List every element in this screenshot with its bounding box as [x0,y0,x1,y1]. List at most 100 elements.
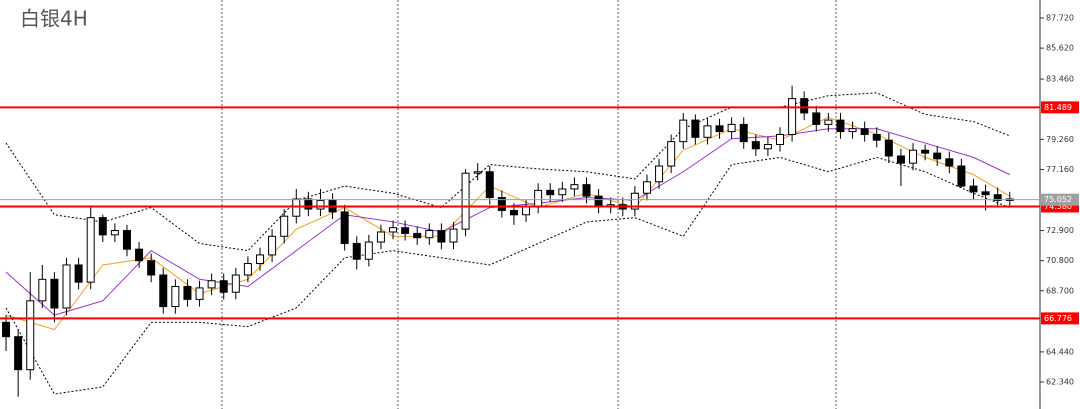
candle-body [497,197,506,211]
candle-body [848,128,857,133]
candle-body [256,254,264,265]
candle-body [812,112,821,125]
candle-body [896,155,905,164]
candle-body [183,285,192,300]
level-label-box [1041,101,1079,114]
candle-body [993,194,1002,201]
y-tick-label: 85.620 [1046,44,1074,53]
candle-body [485,171,494,199]
level-label: 81.489 [1044,103,1072,112]
candle-body [461,172,470,230]
candle-body [195,287,204,300]
candle-body [62,264,71,309]
candle-body [401,227,410,234]
candle-body [957,165,966,187]
candle-body [642,181,651,194]
candle-body [352,242,361,260]
candle-body [776,133,784,145]
y-tick-label: 79.260 [1046,135,1074,144]
y-tick-label: 72.900 [1046,226,1074,235]
candle-body [14,336,23,371]
candle-body [727,123,736,133]
candle-body [413,232,422,239]
candle-body [945,158,954,167]
candle-body [159,274,168,308]
candle-body [98,217,107,236]
y-tick-label: 70.800 [1046,256,1074,265]
candle-body [788,98,797,135]
candle-body [122,230,131,250]
candle-body [691,119,700,138]
candle-body [582,184,591,197]
candle-body [110,230,119,236]
candle-body [570,184,579,190]
candle-body [219,280,228,293]
candle-body [280,215,289,237]
candle-body [147,260,156,276]
candle-body [437,230,446,243]
chart-title: 白银4H [20,7,88,31]
y-tick-label: 83.460 [1046,75,1074,84]
candle-body [981,191,990,196]
candle-body [340,211,349,244]
y-tick-label: 64.440 [1046,347,1074,356]
candle-body [389,227,398,233]
candle-body [824,119,833,125]
candle-body [836,119,845,133]
candle-body [751,141,760,150]
candle-body [364,241,373,260]
candle-body [86,217,95,283]
candle-body [655,165,664,183]
candle-body [243,263,252,276]
level-label: 74.580 [1044,202,1072,211]
level-label-box [1041,193,1079,206]
candle-body [171,285,180,308]
candle-body [630,192,639,210]
candle-body [884,139,893,157]
candle-body [909,149,918,164]
candle-body [304,198,313,210]
candle-body [872,133,881,141]
y-tick-label: 77.160 [1046,165,1074,174]
candle-body [763,143,772,150]
y-tick-label: 68.700 [1046,286,1074,295]
candle-body [207,280,216,289]
candle-body [376,231,385,243]
candle-body [26,300,35,371]
candle-body [231,274,240,293]
candle-body [292,198,301,217]
candle-body [703,125,712,138]
candle-body [969,185,978,193]
candle-body [509,209,518,216]
candle-body [74,264,83,283]
period-separators [221,0,837,409]
candle-body [522,205,531,216]
candle-body [546,189,555,196]
candle-body [316,199,325,210]
candle-body [679,119,688,143]
candle-body [449,228,458,243]
candle-body [594,195,603,207]
y-tick-label: 62.340 [1046,377,1074,386]
candle-body [2,321,11,338]
candle-body [534,189,543,207]
candle-body [933,152,942,160]
candle-body [739,123,748,143]
level-label: 75.052 [1044,195,1072,204]
level-label: 66.776 [1044,314,1072,323]
candle-body [715,125,724,133]
candle-body [268,235,277,256]
candle-body [921,149,930,154]
candle-body [800,98,809,114]
candle-body [135,248,144,262]
candle-body [473,171,482,174]
y-tick-label: 87.720 [1046,13,1074,22]
candle-body [667,141,676,167]
overlay-line [5,156,1010,395]
candle-body [38,278,47,302]
candle-body [50,278,59,309]
candle-body [558,188,567,196]
level-label-box [1041,312,1079,325]
